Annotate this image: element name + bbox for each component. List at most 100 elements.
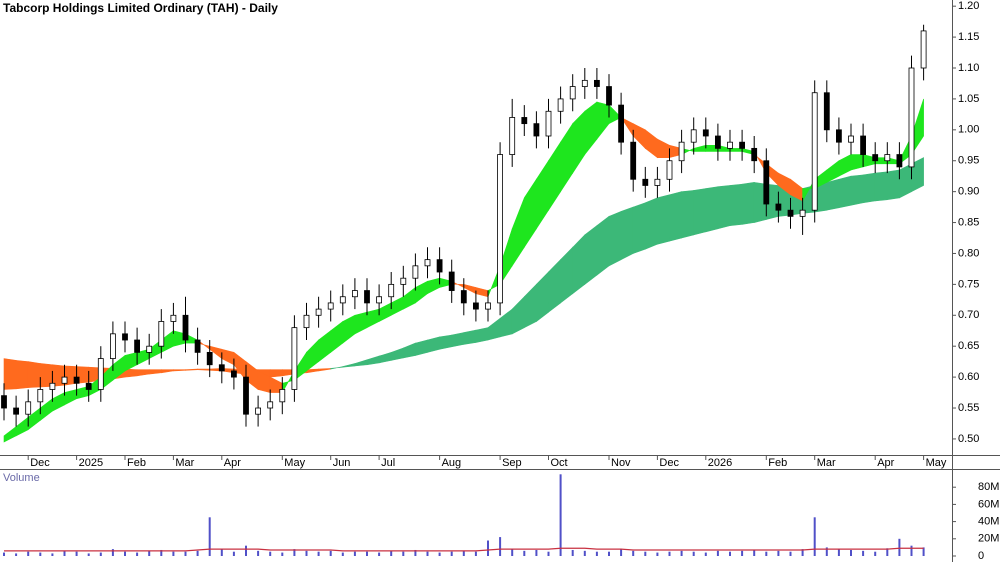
volume-bar	[668, 551, 671, 556]
long-band-segment	[3, 358, 17, 390]
volume-bar	[232, 551, 235, 556]
volume-bar	[378, 552, 381, 556]
volume-bar	[220, 549, 223, 556]
y-tick-label: 1.10	[958, 62, 979, 74]
x-tick-label: Aug	[442, 457, 462, 469]
long-band-segment	[475, 327, 489, 343]
volume-bar	[753, 549, 756, 556]
candle-body	[848, 135, 854, 143]
x-tick-label: Dec	[30, 457, 50, 469]
volume-y-tick-label: 20M	[978, 533, 999, 545]
x-tick-label: 2025	[79, 457, 103, 469]
candle-body	[920, 30, 927, 69]
volume-bar	[620, 549, 623, 556]
volume-bar	[257, 550, 260, 556]
volume-bar	[245, 545, 247, 556]
long-band-segment	[415, 339, 428, 356]
long-band-segment	[693, 188, 707, 236]
long-band-segment	[717, 185, 731, 230]
volume-bar	[341, 552, 344, 556]
long-band-segment	[911, 157, 924, 193]
volume-bar	[644, 551, 647, 556]
volume-label: Volume	[3, 472, 40, 484]
volume-bar	[160, 549, 163, 556]
candle-body	[581, 79, 588, 87]
candle-body	[678, 141, 685, 162]
candle-body	[460, 290, 467, 304]
y-tick-label: 0.70	[958, 309, 979, 321]
volume-bar	[51, 553, 54, 556]
volume-bar	[124, 551, 126, 556]
y-tick-label: 0.65	[958, 340, 979, 352]
candle-body	[279, 389, 286, 403]
candle-body	[85, 382, 92, 390]
candle-body	[230, 370, 237, 378]
volume-bar	[39, 552, 42, 556]
candle-body	[122, 333, 128, 341]
volume-bar	[184, 551, 187, 556]
price	[1, 24, 927, 427]
y-tick-label: 1.15	[958, 31, 979, 43]
volume-bar	[148, 550, 151, 556]
volume-bar	[15, 553, 18, 556]
volume-bar	[27, 551, 30, 556]
y-tick-label: 0.90	[958, 186, 979, 198]
volume-bar	[426, 551, 429, 556]
candle-body	[25, 401, 32, 415]
long-band-segment	[705, 186, 719, 233]
volume-bar	[656, 552, 659, 556]
long-band-segment	[451, 332, 465, 348]
long-band-segment	[850, 174, 864, 206]
volume-bar	[99, 552, 102, 556]
volume-bar	[583, 550, 586, 556]
volume-bar	[837, 549, 840, 556]
volume-bar	[789, 551, 792, 556]
x-tick-label: Feb	[768, 457, 787, 469]
long-band-segment	[838, 175, 852, 209]
candle-body	[412, 265, 419, 279]
candle-body	[73, 376, 80, 384]
x-tick-label: Sep	[502, 457, 522, 469]
y-tick-label: 0.80	[958, 247, 979, 259]
volume-average-line	[4, 547, 924, 552]
long-band-segment	[427, 336, 440, 353]
volume-bar	[87, 553, 90, 556]
volume-bar	[886, 548, 889, 556]
candle-body	[218, 364, 225, 372]
volume-bar	[111, 549, 114, 556]
volume-bar	[208, 517, 211, 556]
candle-body	[267, 401, 274, 409]
candle-body	[908, 67, 915, 168]
candle-body	[339, 296, 346, 304]
volume-bar	[704, 552, 707, 556]
candle-body	[739, 141, 745, 149]
volume-bar	[281, 552, 284, 556]
long-band-segment	[681, 190, 695, 239]
volume-panel	[3, 474, 925, 556]
candle-body	[472, 302, 479, 310]
volume-bar	[729, 551, 731, 556]
candle-body	[37, 389, 44, 403]
volume-bar	[922, 547, 925, 556]
candle-body	[509, 117, 516, 155]
long-band-segment	[741, 182, 755, 225]
volume-bar	[850, 549, 852, 556]
volume-bar	[571, 549, 574, 556]
short-band-segment	[850, 154, 864, 171]
candle-body	[291, 327, 298, 390]
y-tick-label: 1.00	[958, 124, 979, 136]
candle-body	[763, 160, 770, 205]
candle-body	[896, 154, 903, 168]
y-tick-label: 0.55	[958, 402, 979, 414]
long-band-segment	[644, 197, 658, 250]
candle-body	[376, 296, 383, 304]
candle-body	[497, 154, 504, 304]
x-tick-label: May	[926, 457, 947, 469]
candle-body	[823, 92, 830, 131]
volume-bar	[487, 540, 489, 556]
long-band-segment	[596, 215, 610, 276]
candle-body	[485, 302, 491, 310]
volume-bar	[366, 551, 368, 556]
volume-bar	[716, 550, 719, 556]
x-tick-label: Dec	[659, 457, 679, 469]
